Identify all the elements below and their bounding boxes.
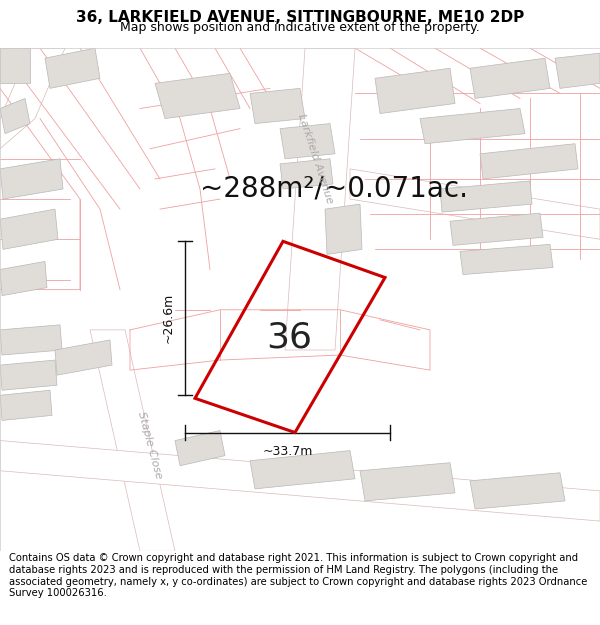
Polygon shape — [0, 159, 63, 199]
Polygon shape — [420, 109, 525, 144]
Text: ~33.7m: ~33.7m — [262, 444, 313, 458]
Polygon shape — [0, 48, 30, 83]
Polygon shape — [0, 360, 57, 390]
Polygon shape — [480, 144, 578, 179]
Text: Larkfield Avenue: Larkfield Avenue — [296, 112, 334, 205]
Polygon shape — [90, 330, 175, 551]
Polygon shape — [440, 181, 532, 212]
Polygon shape — [470, 472, 565, 509]
Text: 36, LARKFIELD AVENUE, SITTINGBOURNE, ME10 2DP: 36, LARKFIELD AVENUE, SITTINGBOURNE, ME1… — [76, 9, 524, 24]
Polygon shape — [0, 98, 30, 134]
Polygon shape — [375, 68, 455, 114]
Polygon shape — [285, 48, 355, 350]
Polygon shape — [250, 88, 305, 124]
Polygon shape — [350, 169, 600, 239]
Polygon shape — [250, 451, 355, 489]
Polygon shape — [0, 261, 47, 296]
Polygon shape — [0, 325, 62, 355]
Text: ~26.6m: ~26.6m — [162, 293, 175, 343]
Polygon shape — [45, 48, 100, 88]
Polygon shape — [0, 390, 52, 421]
Polygon shape — [450, 213, 543, 246]
Polygon shape — [0, 48, 65, 149]
Text: Contains OS data © Crown copyright and database right 2021. This information is : Contains OS data © Crown copyright and d… — [9, 554, 587, 598]
Polygon shape — [175, 431, 225, 466]
Polygon shape — [55, 340, 112, 375]
Polygon shape — [0, 209, 58, 249]
Polygon shape — [325, 204, 362, 254]
Text: ~288m²/~0.071ac.: ~288m²/~0.071ac. — [200, 175, 468, 203]
Polygon shape — [0, 441, 600, 521]
Text: 36: 36 — [266, 321, 313, 354]
Text: Map shows position and indicative extent of the property.: Map shows position and indicative extent… — [120, 21, 480, 34]
Polygon shape — [360, 462, 455, 501]
Polygon shape — [280, 124, 335, 159]
Polygon shape — [470, 58, 550, 98]
Polygon shape — [460, 244, 553, 274]
Polygon shape — [555, 53, 600, 88]
Polygon shape — [155, 73, 240, 119]
Polygon shape — [280, 159, 333, 189]
Text: Staple Close: Staple Close — [136, 411, 164, 481]
